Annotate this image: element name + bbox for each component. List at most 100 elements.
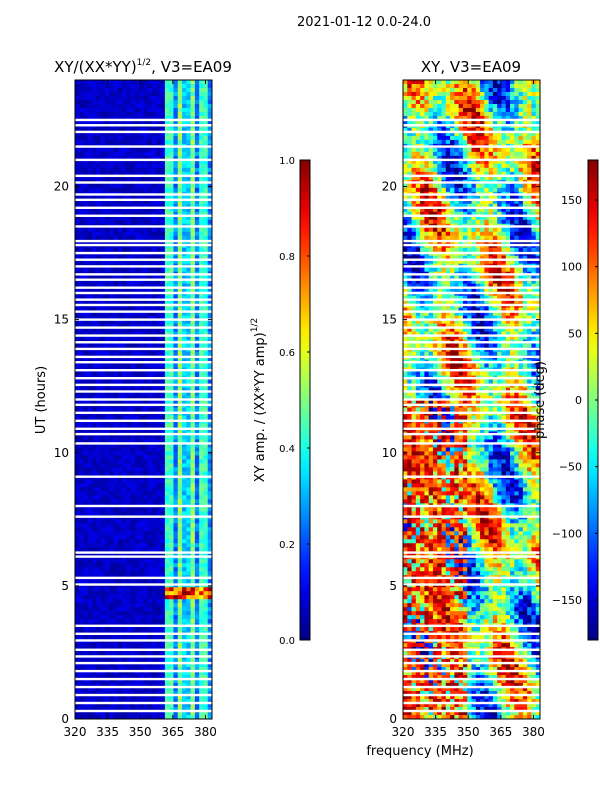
- heatmap-cell: [156, 299, 162, 305]
- heatmap-cell: [152, 531, 157, 536]
- heatmap-cell: [122, 255, 127, 261]
- heatmap-cell: [75, 675, 80, 680]
- heatmap-cell: [104, 247, 110, 253]
- heatmap-cell: [186, 255, 191, 261]
- heatmap-cell: [160, 80, 166, 85]
- heatmap-cell: [113, 587, 119, 592]
- heatmap-cell: [169, 91, 174, 97]
- heatmap-cell: [169, 531, 174, 536]
- heatmap-cell: [122, 187, 127, 193]
- heatmap-cell: [207, 531, 213, 536]
- heatmap-cell: [109, 579, 114, 584]
- heatmap-cell: [126, 371, 132, 376]
- heatmap-cell: [92, 471, 97, 476]
- heatmap-cell: [92, 451, 97, 456]
- heatmap-cell: [126, 187, 132, 193]
- heatmap-cell: [190, 95, 196, 101]
- heatmap-cell: [190, 283, 196, 289]
- heatmap-cell: [109, 563, 114, 568]
- heatmap-cell: [79, 83, 84, 89]
- heatmap-cell: [122, 103, 127, 109]
- heatmap-cell: [96, 283, 102, 289]
- heatmap-cell: [92, 627, 97, 632]
- heatmap-cell: [104, 163, 110, 169]
- heatmap-cell: [143, 227, 149, 233]
- heatmap-cell: [87, 139, 93, 145]
- heatmap-cell: [186, 511, 191, 516]
- heatmap-cell: [156, 331, 162, 336]
- heatmap-cell: [173, 683, 179, 688]
- heatmap-cell: [79, 415, 84, 420]
- heatmap-cell: [186, 115, 191, 121]
- heatmap-cell: [182, 571, 187, 576]
- heatmap-cell: [199, 491, 204, 496]
- heatmap-cell: [207, 679, 213, 684]
- heatmap-cell: [147, 491, 153, 496]
- heatmap-cell: [160, 247, 166, 253]
- heatmap-cell: [113, 163, 119, 169]
- heatmap-cell: [190, 219, 196, 225]
- heatmap-cell: [117, 667, 123, 672]
- heatmap-cell: [92, 563, 97, 568]
- heatmap-cell: [143, 371, 149, 376]
- heatmap-cell: [164, 463, 170, 468]
- heatmap-cell: [126, 207, 132, 213]
- heatmap-cell: [104, 467, 110, 472]
- heatmap-cell: [83, 695, 89, 700]
- heatmap-cell: [130, 323, 136, 329]
- heatmap-cell: [83, 163, 89, 169]
- heatmap-cell: [75, 83, 80, 89]
- heatmap-cell: [109, 643, 114, 648]
- heatmap-cell: [109, 211, 114, 217]
- heatmap-cell: [100, 371, 106, 376]
- heatmap-cell: [139, 103, 144, 109]
- heatmap-cell: [75, 159, 80, 165]
- heatmap-cell: [143, 643, 149, 648]
- heatmap-cell: [173, 315, 179, 321]
- heatmap-cell: [207, 675, 213, 680]
- heatmap-cell: [177, 283, 183, 289]
- heatmap-cell: [79, 615, 84, 620]
- heatmap-cell: [199, 579, 204, 584]
- heatmap-cell: [75, 135, 80, 141]
- heatmap-cell: [173, 467, 179, 472]
- heatmap-cell: [79, 591, 84, 596]
- heatmap-cell: [96, 691, 102, 696]
- heatmap-cell: [207, 311, 213, 317]
- heatmap-cell: [169, 163, 174, 169]
- heatmap-cell: [182, 151, 187, 157]
- heatmap-cell: [152, 559, 157, 564]
- heatmap-cell: [194, 519, 200, 524]
- heatmap-cell: [83, 683, 89, 688]
- heatmap-cell: [92, 463, 97, 468]
- heatmap-cell: [186, 407, 191, 412]
- heatmap-cell: [203, 183, 209, 189]
- heatmap-cell: [104, 147, 110, 153]
- heatmap-cell: [182, 207, 187, 213]
- heatmap-cell: [207, 295, 213, 301]
- heatmap-cell: [126, 147, 132, 153]
- heatmap-cell: [117, 175, 123, 181]
- heatmap-cell: [139, 371, 144, 376]
- heatmap-cell: [130, 691, 136, 696]
- heatmap-cell: [177, 207, 183, 213]
- heatmap-cell: [182, 607, 187, 612]
- heatmap-cell: [160, 163, 166, 169]
- heatmap-cell: [186, 563, 191, 568]
- heatmap-cell: [92, 207, 97, 213]
- heatmap-cell: [199, 311, 204, 317]
- heatmap-cell: [203, 327, 209, 332]
- heatmap-cell: [143, 203, 149, 209]
- heatmap-cell: [186, 499, 191, 504]
- heatmap-cell: [194, 335, 200, 340]
- heatmap-cell: [126, 135, 132, 141]
- heatmap-cell: [173, 127, 179, 133]
- heatmap-cell: [92, 659, 97, 664]
- heatmap-cell: [169, 83, 174, 89]
- heatmap-cell: [152, 651, 157, 656]
- heatmap-cell: [203, 679, 209, 684]
- heatmap-cell: [96, 127, 102, 133]
- heatmap-cell: [92, 615, 97, 620]
- heatmap-cell: [79, 531, 84, 536]
- heatmap-cell: [143, 447, 149, 452]
